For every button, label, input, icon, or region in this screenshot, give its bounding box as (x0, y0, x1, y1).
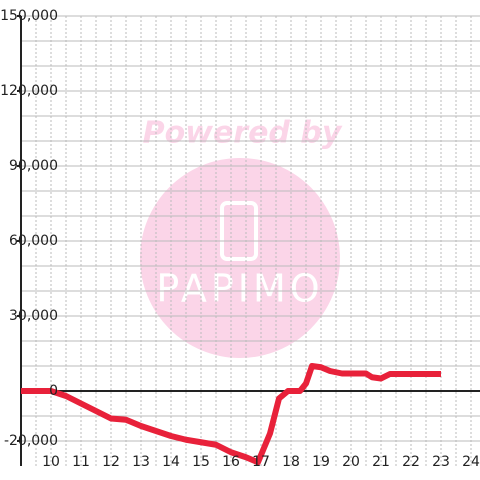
y-tick-label: 90,000 (9, 158, 58, 174)
x-tick-label: 22 (402, 454, 420, 470)
watermark-title: Powered by (143, 116, 343, 151)
data-line (21, 363, 441, 466)
watermark-icon (220, 201, 258, 261)
x-tick-label: 17 (252, 454, 270, 470)
x-tick-label: 16 (222, 454, 240, 470)
x-tick-label: 18 (282, 454, 300, 470)
x-tick-label: 15 (192, 454, 210, 470)
x-tick-label: 14 (162, 454, 180, 470)
x-tick-label: 23 (432, 454, 450, 470)
y-tick-label: 30,000 (9, 308, 58, 324)
y-tick-label: 60,000 (9, 233, 58, 249)
x-tick-label: 13 (132, 454, 150, 470)
x-tick-label: 10 (42, 454, 60, 470)
y-tick-label: 0 (49, 383, 58, 399)
watermark-brand: PAPIMO (156, 267, 323, 311)
x-tick-label: 21 (372, 454, 390, 470)
x-tick-label: 20 (342, 454, 360, 470)
y-tick-label: -20,000 (4, 433, 58, 449)
x-tick-label: 24 (462, 454, 480, 470)
x-tick-label: 12 (102, 454, 120, 470)
x-tick-label: 19 (312, 454, 330, 470)
y-tick-label: 150,000 (0, 8, 58, 24)
x-tick-label: 11 (72, 454, 90, 470)
y-tick-label: 120,000 (0, 83, 58, 99)
